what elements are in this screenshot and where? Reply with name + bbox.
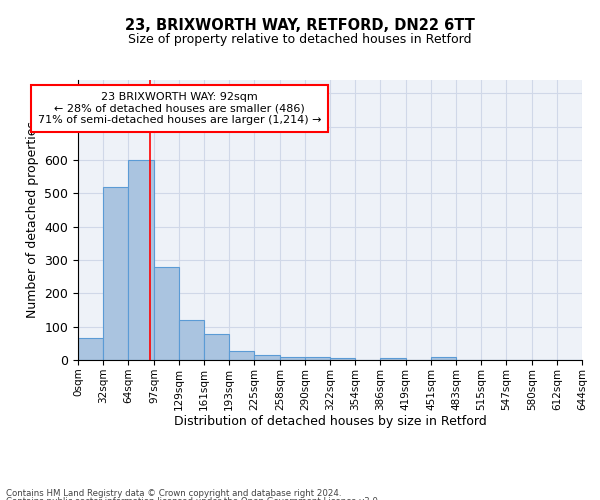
Bar	[229, 350, 254, 360]
Bar	[128, 160, 154, 360]
Text: Contains HM Land Registry data © Crown copyright and database right 2024.: Contains HM Land Registry data © Crown c…	[6, 488, 341, 498]
Bar	[305, 356, 330, 360]
Text: 23 BRIXWORTH WAY: 92sqm
← 28% of detached houses are smaller (486)
71% of semi-d: 23 BRIXWORTH WAY: 92sqm ← 28% of detache…	[38, 92, 322, 125]
Bar	[103, 186, 128, 360]
X-axis label: Distribution of detached houses by size in Retford: Distribution of detached houses by size …	[173, 416, 487, 428]
Text: Size of property relative to detached houses in Retford: Size of property relative to detached ho…	[128, 32, 472, 46]
Bar	[330, 358, 355, 360]
Bar	[254, 356, 280, 360]
Bar	[179, 320, 204, 360]
Bar	[280, 356, 305, 360]
Bar	[380, 358, 406, 360]
Bar	[154, 266, 179, 360]
Y-axis label: Number of detached properties: Number of detached properties	[26, 122, 39, 318]
Bar	[78, 338, 103, 360]
Bar	[204, 334, 229, 360]
Text: 23, BRIXWORTH WAY, RETFORD, DN22 6TT: 23, BRIXWORTH WAY, RETFORD, DN22 6TT	[125, 18, 475, 32]
Bar	[431, 358, 456, 360]
Text: Contains public sector information licensed under the Open Government Licence v3: Contains public sector information licen…	[6, 497, 380, 500]
